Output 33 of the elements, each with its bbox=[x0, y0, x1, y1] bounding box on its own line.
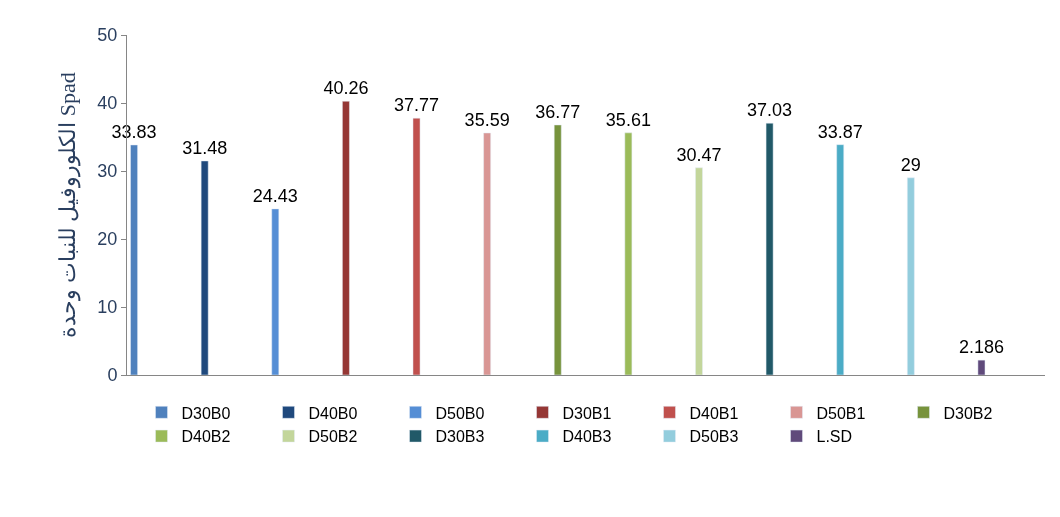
data-label: 31.48 bbox=[182, 137, 228, 158]
data-label: 36.77 bbox=[535, 101, 581, 122]
data-label: 37.03 bbox=[747, 100, 793, 121]
legend-label: D50B0 bbox=[435, 404, 485, 422]
data-label: 40.26 bbox=[323, 78, 369, 99]
data-label: 35.61 bbox=[605, 109, 651, 130]
legend-label: D40B3 bbox=[562, 428, 612, 446]
y-tick-label: 10 bbox=[97, 297, 118, 318]
data-label: 33.87 bbox=[817, 121, 863, 142]
legend-label: D30B1 bbox=[562, 404, 612, 422]
data-label: 35.59 bbox=[464, 109, 510, 130]
legend-label: D40B0 bbox=[308, 404, 358, 422]
data-label: 30.47 bbox=[676, 144, 722, 165]
legend-label: D30B3 bbox=[435, 428, 485, 446]
legend-label: D50B1 bbox=[816, 404, 866, 422]
y-tick-label: 30 bbox=[97, 161, 118, 182]
legend-label: D50B2 bbox=[308, 428, 358, 446]
legend-label: L.SD bbox=[816, 428, 853, 446]
data-label: 37.77 bbox=[394, 95, 440, 116]
legend-label: D30B0 bbox=[181, 404, 231, 422]
y-tick-label: 50 bbox=[97, 25, 118, 46]
data-label: 33.83 bbox=[111, 121, 157, 142]
y-tick-label: 40 bbox=[97, 93, 118, 114]
data-label: 24.43 bbox=[252, 185, 298, 206]
legend-label: D40B2 bbox=[181, 428, 231, 446]
y-tick-label: 20 bbox=[97, 229, 118, 250]
legend-label: D50B3 bbox=[689, 428, 739, 446]
data-label: 2.186 bbox=[958, 337, 1004, 358]
y-tick-label: 0 bbox=[107, 365, 118, 386]
legend-label: D40B1 bbox=[689, 404, 739, 422]
data-label: 29 bbox=[900, 154, 921, 175]
legend-label: D30B2 bbox=[943, 404, 993, 422]
y-axis-title: الكلوروفيل للنبات وحدة Spad bbox=[55, 72, 82, 338]
